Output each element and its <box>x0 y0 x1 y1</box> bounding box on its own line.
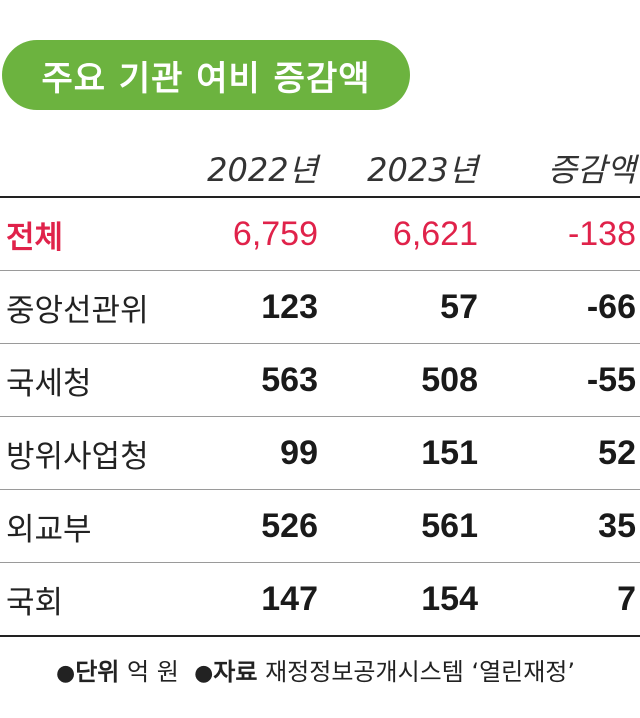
row-label: 전체 <box>6 219 64 256</box>
cell-change: 7 <box>617 579 636 618</box>
cell-2022: 147 <box>261 579 318 618</box>
chart-title: 주요 기관 여비 증감액 <box>41 58 371 99</box>
source-label: 자료 <box>213 658 258 686</box>
cell-2023: 151 <box>421 433 478 472</box>
cell-2023: 57 <box>440 287 478 326</box>
unit-label: 단위 <box>75 658 120 686</box>
table-row: 국세청 563 508 -55 <box>0 344 640 417</box>
table-header-row: 2022년 2023년 증감액 <box>0 140 640 198</box>
row-label: 중앙선관위 <box>6 292 149 329</box>
source-value: 재정정보공개시스템 ‘열린재정’ <box>265 658 576 686</box>
footer-notes: ●단위 억 원 ●자료 재정정보공개시스템 ‘열린재정’ <box>56 652 575 687</box>
column-header-change: 증감액 <box>547 151 636 189</box>
cell-2023: 6,621 <box>392 214 478 253</box>
table-row: 국회 147 154 7 <box>0 563 640 637</box>
cell-2022: 526 <box>261 506 318 545</box>
bullet-icon: ● <box>194 661 214 686</box>
cell-change: 52 <box>598 433 636 472</box>
cell-change: 35 <box>598 506 636 545</box>
row-label: 방위사업청 <box>6 438 149 475</box>
table-row: 방위사업청 99 151 52 <box>0 417 640 490</box>
bullet-icon: ● <box>56 661 76 686</box>
cell-2023: 561 <box>421 506 478 545</box>
table-row-total: 전체 6,759 6,621 -138 <box>0 198 640 271</box>
row-label: 국회 <box>6 584 64 621</box>
cell-change: -66 <box>586 287 636 326</box>
table-row: 중앙선관위 123 57 -66 <box>0 271 640 344</box>
column-header-2022: 2022년 <box>207 151 318 189</box>
row-label: 외교부 <box>6 511 92 548</box>
cell-2022: 99 <box>280 433 318 472</box>
column-header-2023: 2023년 <box>367 151 478 189</box>
cell-change: -138 <box>567 214 636 253</box>
cell-2023: 154 <box>421 579 478 618</box>
chart-title-pill: 주요 기관 여비 증감액 <box>2 40 410 110</box>
cell-2023: 508 <box>421 360 478 399</box>
cell-2022: 6,759 <box>232 214 318 253</box>
cell-2022: 123 <box>261 287 318 326</box>
cell-change: -55 <box>586 360 636 399</box>
cell-2022: 563 <box>261 360 318 399</box>
data-table: 2022년 2023년 증감액 전체 6,759 6,621 -138 중앙선관… <box>0 140 640 637</box>
unit-value: 억 원 <box>127 658 179 686</box>
row-label: 국세청 <box>6 365 92 402</box>
table-row: 외교부 526 561 35 <box>0 490 640 563</box>
